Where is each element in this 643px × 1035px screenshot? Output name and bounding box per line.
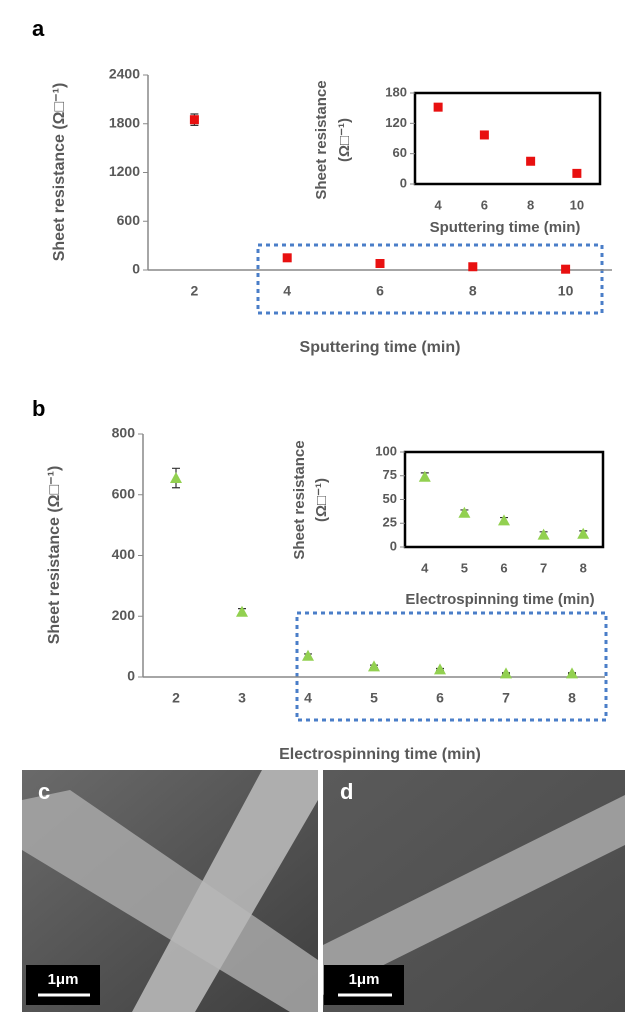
marker	[561, 264, 571, 274]
x-tick-label: 4	[435, 197, 443, 212]
marker	[434, 663, 446, 675]
y-tick-label: 1800	[109, 114, 140, 130]
y-tick-label: 0	[127, 668, 135, 684]
x-tick-label: 8	[568, 690, 576, 706]
x-tick-label: 5	[370, 690, 378, 706]
marker	[282, 253, 292, 263]
x-tick-label: 3	[238, 690, 246, 706]
highlight-box	[295, 611, 608, 722]
marker	[498, 514, 510, 526]
scale-bar-box	[324, 965, 404, 1005]
y-tick-label: 200	[112, 607, 136, 623]
x-tick-label: 7	[540, 560, 547, 575]
x-tick-label: 4	[283, 283, 291, 299]
y-tick-label: 100	[375, 443, 397, 458]
marker	[375, 259, 385, 268]
x-axis-label: Electrospinning time (min)	[405, 591, 594, 608]
panel-label: a	[32, 16, 45, 41]
y-tick-label: 400	[112, 546, 136, 562]
marker	[577, 527, 590, 539]
y-axis-label: (Ω□⁻¹)	[336, 118, 353, 162]
scale-bar-label: 1μm	[349, 971, 380, 988]
x-axis-label: Sputtering time (min)	[430, 219, 581, 236]
marker	[368, 660, 380, 672]
marker	[479, 130, 489, 140]
x-tick-label: 10	[558, 283, 574, 299]
y-tick-label: 1200	[109, 163, 140, 179]
y-axis-label: (Ω□⁻¹)	[313, 478, 330, 522]
marker	[418, 470, 431, 482]
plot-frame	[403, 450, 605, 549]
x-tick-label: 8	[580, 560, 587, 575]
marker	[500, 667, 512, 679]
marker	[537, 528, 550, 540]
x-tick-label: 4	[304, 690, 312, 706]
marker	[302, 649, 314, 661]
plot-frame	[413, 91, 602, 186]
x-tick-label: 6	[436, 690, 444, 706]
marker	[572, 168, 582, 178]
panel-label: c	[38, 779, 50, 804]
y-tick-label: 600	[112, 485, 136, 501]
panel-label: d	[340, 779, 353, 804]
y-axis-label: Sheet resistance	[291, 440, 308, 559]
x-axis-label: Electrospinning time (min)	[279, 746, 481, 763]
marker	[526, 156, 536, 166]
y-tick-label: 2400	[109, 66, 140, 82]
x-tick-label: 2	[172, 690, 180, 706]
y-tick-label: 0	[390, 538, 397, 553]
highlight-box	[256, 243, 604, 315]
y-tick-label: 600	[117, 212, 141, 228]
scale-bar-label: 1μm	[48, 971, 79, 988]
x-tick-label: 7	[502, 690, 510, 706]
x-tick-label: 8	[469, 283, 477, 299]
x-tick-label: 6	[376, 283, 384, 299]
y-tick-label: 0	[400, 175, 407, 190]
marker	[236, 605, 248, 617]
y-tick-label: 25	[383, 515, 397, 530]
x-tick-label: 8	[527, 197, 534, 212]
y-tick-label: 0	[132, 261, 140, 277]
y-axis-label: Sheet resistance (Ω□⁻¹)	[51, 83, 68, 262]
scale-bar-box	[26, 965, 100, 1005]
panel-label: b	[32, 396, 45, 421]
y-tick-label: 800	[112, 425, 136, 441]
marker	[468, 262, 478, 272]
marker	[170, 472, 182, 484]
marker	[189, 115, 199, 125]
x-tick-label: 6	[500, 560, 507, 575]
y-tick-label: 50	[383, 491, 397, 506]
y-tick-label: 180	[385, 84, 407, 99]
y-tick-label: 75	[383, 467, 397, 482]
x-tick-label: 5	[461, 560, 468, 575]
x-tick-label: 6	[481, 197, 488, 212]
y-axis-label: Sheet resistance (Ω□⁻¹)	[46, 466, 63, 645]
y-axis-label: Sheet resistance	[313, 80, 330, 199]
marker	[566, 667, 578, 679]
x-tick-label: 4	[421, 560, 429, 575]
x-tick-label: 2	[191, 283, 199, 299]
x-axis-label: Sputtering time (min)	[300, 339, 461, 356]
x-tick-label: 10	[570, 197, 584, 212]
y-tick-label: 120	[385, 115, 407, 130]
marker	[458, 506, 471, 518]
y-tick-label: 60	[393, 145, 407, 160]
marker	[433, 102, 443, 112]
